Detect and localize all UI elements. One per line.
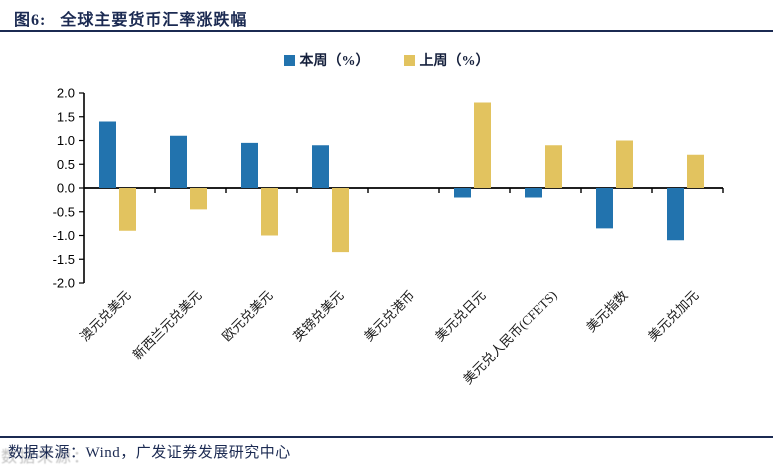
legend-swatch-last-week-icon (403, 54, 415, 66)
footer-divider (0, 436, 773, 438)
x-category-label: 英镑兑美元 (290, 288, 347, 345)
bar-this-week-1 (170, 135, 187, 188)
figure-title-text: 全球主要货币汇率涨跌幅 (60, 12, 248, 29)
x-category-label: 美元兑港币 (361, 288, 418, 345)
x-category-label: 澳元兑美元 (77, 288, 134, 345)
bar-last-week-2 (261, 188, 278, 236)
y-tick-label: 1.0 (57, 133, 75, 148)
bar-chart: 2.0 1.5 1.0 0.5 0.0 -0.5 -1.0 -1.5 -2.0澳元兑美元新西兰元… (53, 86, 724, 387)
bar-last-week-6 (545, 145, 562, 188)
y-tick-label: -2.0 (53, 276, 75, 291)
data-source-value: Wind，广发证券发展研究中心 (85, 445, 291, 461)
y-tick-label: 0.5 (57, 157, 75, 172)
legend-label-this-week: 本周（%） (299, 54, 370, 69)
data-source-line: 数据来源：Wind，广发证券发展研究中心 (8, 441, 291, 462)
legend-label-last-week: 上周（%） (419, 54, 490, 69)
x-category-label: 美元指数 (583, 288, 630, 335)
bar-this-week-0 (99, 121, 116, 188)
y-tick-label: 0.0 (57, 181, 75, 196)
x-category-label: 美元兑加元 (645, 288, 702, 345)
x-category-label: 美元兑日元 (432, 288, 489, 345)
chart-area: 2.0 1.5 1.0 0.5 0.0 -0.5 -1.0 -1.5 -2.0 澳元兑美元 新西兰元… (0, 78, 773, 428)
y-tick-label: -0.5 (53, 204, 75, 219)
y-tick-label: -1.0 (53, 228, 75, 243)
bar-last-week-0 (119, 188, 136, 231)
bar-last-week-8 (687, 154, 704, 188)
bar-this-week-3 (312, 145, 329, 188)
bar-this-week-2 (241, 142, 258, 188)
legend-item-this-week: 本周（%） (283, 50, 370, 70)
y-tick-label: 2.0 (57, 86, 75, 101)
figure-number: 图6: (14, 12, 47, 29)
bar-this-week-6 (525, 188, 542, 198)
x-category-label: 欧元兑美元 (219, 288, 276, 345)
title-divider (0, 30, 773, 32)
legend-swatch-this-week-icon (283, 54, 295, 66)
bar-last-week-5 (474, 102, 491, 188)
bar-this-week-5 (454, 188, 471, 198)
data-source-label: 数据来源： (8, 445, 86, 461)
bar-this-week-7 (596, 188, 613, 229)
x-category-label: 新西兰元兑美元 (130, 288, 205, 363)
bar-last-week-1 (190, 188, 207, 210)
watermark: 数据来源： (1, 449, 92, 466)
y-tick-label: -1.5 (53, 252, 75, 267)
legend-item-last-week: 上周（%） (403, 50, 490, 70)
figure-title: 图6: 全球主要货币汇率涨跌幅 (14, 6, 247, 30)
bar-last-week-3 (332, 188, 349, 253)
bar-this-week-8 (667, 188, 684, 241)
chart-legend: 本周（%） 上周（%） (0, 50, 773, 70)
bar-last-week-7 (616, 140, 633, 188)
y-tick-label: 1.5 (57, 109, 75, 124)
